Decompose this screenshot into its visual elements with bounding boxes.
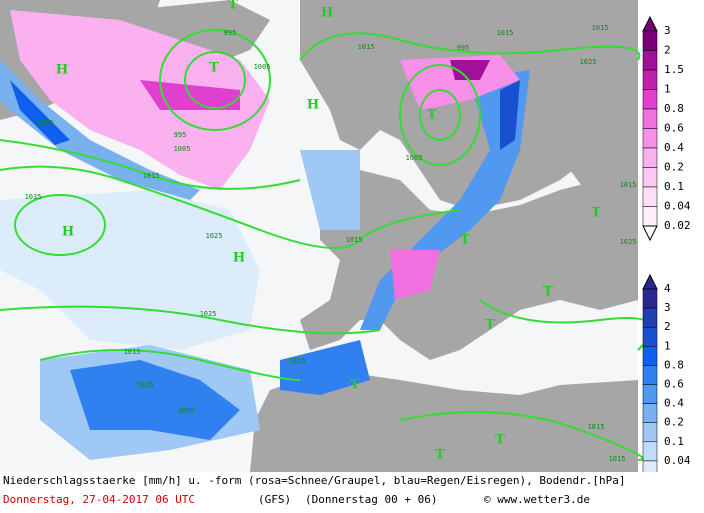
isobar-label: 995 (457, 44, 470, 52)
legend-label: 1 (664, 339, 671, 352)
isobar-label: 1025 (37, 119, 54, 127)
map-labels: H H H H H T T T T T T T T T T 995 1015 1005 1025 1015 1035 10… (25, 0, 637, 463)
isobar-label: 1015 (289, 357, 306, 365)
legend-label: 0.6 (664, 378, 684, 391)
isobar-label: 1035 (25, 193, 42, 201)
isobar-label: 1015 (143, 172, 160, 180)
isobar-label: 1005 (254, 63, 271, 71)
pressure-center: T (228, 0, 238, 13)
pressure-center: T (485, 318, 495, 333)
isobar-label: 1005 (174, 145, 191, 153)
legend-label: 2 (664, 44, 671, 57)
isobar-label: 1015 (346, 236, 363, 244)
legend-swatch (642, 384, 658, 404)
pressure-center: T (209, 61, 219, 76)
legend-label: 0.6 (664, 122, 684, 135)
legend-swatch (642, 326, 658, 347)
map: H H H H H T T T T T T T T T T 995 1015 1005 1025 1015 1035 10… (0, 0, 654, 472)
pressure-center: T (427, 108, 437, 123)
isobar-label: 995 (174, 131, 187, 139)
pressure-center: H (321, 6, 333, 21)
legend-label: 0.4 (664, 397, 684, 410)
isobar-label: 995 (224, 29, 237, 37)
isobar-label: 1015 (124, 348, 141, 356)
legend-swatch (642, 441, 658, 462)
legends: 3 2 1.5 1 0.8 0.6 0.4 0.2 0.1 0.04 0.02 4 3 2 1 0.8 0.6 0… (642, 15, 691, 496)
legend-label: 0.8 (664, 358, 684, 371)
legend-label: 0.02 (664, 219, 691, 232)
legend-label: 3 (664, 301, 671, 314)
pressure-center: T (591, 206, 601, 221)
isobar-label: 1015 (620, 181, 637, 189)
isobar-label: 1025 (206, 232, 223, 240)
caption: Niederschlagsstaerke [mm/h] u. -form (ro… (3, 474, 626, 487)
run: (Donnerstag 00 + 06) (305, 493, 437, 506)
legend-swatch (642, 108, 658, 129)
legend-swatch (642, 30, 658, 51)
legend-label: 0.8 (664, 102, 684, 115)
legend-label: 0.1 (664, 435, 684, 448)
legend-label: 3 (664, 24, 671, 37)
legend-arrow-top (642, 15, 658, 32)
legend-swatch (642, 69, 658, 90)
precip-rain (0, 60, 530, 460)
legend-swatch (642, 422, 658, 443)
legend-label: 0.04 (664, 454, 691, 467)
legend-label: 1.5 (664, 63, 684, 76)
pressure-center: T (495, 433, 505, 448)
pressure-center: H (307, 98, 319, 113)
isobar-label: 1005 (178, 407, 195, 415)
isobar-label: 1015 (497, 29, 514, 37)
legend-arrow-top (642, 273, 658, 290)
footer-bg (0, 472, 704, 513)
legend-swatch (642, 346, 658, 366)
legend-label: 0.2 (664, 161, 684, 174)
legend-swatch (642, 307, 658, 328)
legend-label: 1 (664, 83, 671, 96)
isobar-label: 1015 (592, 24, 609, 32)
isobar-label: 1025 (137, 381, 154, 389)
model: (GFS) (258, 493, 291, 506)
legend-label: 0.1 (664, 180, 684, 193)
legend-swatch (642, 147, 658, 168)
isobar-label: 1025 (200, 310, 217, 318)
pressure-center: T (350, 378, 360, 393)
pressure-center: T (543, 285, 553, 300)
isobar-label: 1015 (358, 43, 375, 51)
legend-arrow-bottom (642, 225, 658, 242)
pressure-center: H (233, 251, 245, 266)
isobar-label: 1015 (609, 455, 626, 463)
legend-label: 0.04 (664, 200, 691, 213)
pressure-center: T (460, 233, 470, 248)
legend-swatch (642, 186, 658, 207)
isobar-label: 1025 (580, 58, 597, 66)
legend-swatch (642, 288, 658, 309)
legend-swatch (642, 365, 658, 385)
legend-label: 2 (664, 320, 671, 333)
legend-swatch (642, 206, 658, 227)
legend-label: 0.2 (664, 416, 684, 429)
isobar-label: 1005 (406, 154, 423, 162)
legend-swatch (642, 403, 658, 423)
pressure-center: T (435, 448, 445, 463)
legend-swatch (642, 128, 658, 149)
isobar-label: 1015 (588, 423, 605, 431)
legend-label: 4 (664, 282, 671, 295)
date: Donnerstag, 27-04-2017 06 UTC (3, 493, 195, 506)
legend-swatch (642, 50, 658, 71)
pressure-center: H (56, 63, 68, 78)
legend-swatch (642, 89, 658, 110)
legend-label: 0.4 (664, 141, 684, 154)
legend-swatch (642, 167, 658, 188)
isobars (0, 29, 654, 461)
credit: © www.wetter3.de (484, 493, 590, 506)
pressure-center: H (62, 225, 74, 240)
isobar-label: 1025 (620, 238, 637, 246)
